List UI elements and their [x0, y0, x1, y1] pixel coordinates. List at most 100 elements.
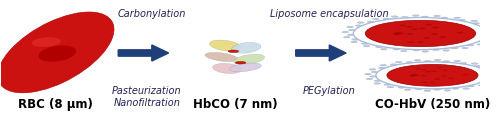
Ellipse shape: [234, 55, 264, 65]
Circle shape: [383, 19, 390, 20]
Circle shape: [362, 43, 368, 45]
Ellipse shape: [212, 64, 242, 74]
Circle shape: [492, 35, 499, 36]
Circle shape: [406, 62, 413, 63]
FancyArrow shape: [296, 46, 346, 62]
Circle shape: [412, 74, 417, 76]
Circle shape: [480, 82, 486, 84]
Circle shape: [473, 23, 480, 25]
Ellipse shape: [2, 16, 110, 90]
Circle shape: [346, 27, 354, 29]
Text: CO-HbV (250 nm): CO-HbV (250 nm): [375, 98, 490, 111]
Circle shape: [342, 32, 349, 34]
Circle shape: [356, 26, 362, 27]
Circle shape: [348, 30, 356, 32]
Circle shape: [443, 61, 450, 63]
Circle shape: [430, 82, 436, 83]
Circle shape: [421, 75, 426, 77]
Circle shape: [414, 75, 420, 76]
Circle shape: [426, 71, 431, 73]
Circle shape: [410, 75, 415, 76]
Circle shape: [384, 84, 390, 86]
Circle shape: [488, 40, 494, 41]
Circle shape: [390, 64, 397, 66]
Circle shape: [367, 22, 374, 23]
Circle shape: [491, 30, 498, 31]
Text: PEGylation: PEGylation: [303, 85, 356, 95]
Circle shape: [398, 33, 404, 35]
Circle shape: [492, 71, 499, 73]
Circle shape: [462, 48, 468, 49]
Circle shape: [404, 89, 411, 91]
Circle shape: [236, 62, 246, 64]
Ellipse shape: [32, 38, 61, 47]
Circle shape: [422, 82, 427, 83]
Circle shape: [422, 51, 428, 53]
Circle shape: [419, 29, 426, 30]
Circle shape: [408, 42, 414, 43]
FancyArrow shape: [118, 46, 168, 62]
Circle shape: [458, 20, 466, 22]
Circle shape: [374, 83, 380, 85]
Ellipse shape: [38, 46, 76, 62]
Circle shape: [406, 34, 413, 35]
Circle shape: [395, 32, 402, 34]
Circle shape: [406, 27, 412, 28]
Circle shape: [348, 35, 354, 36]
Circle shape: [420, 70, 426, 71]
Circle shape: [357, 23, 364, 24]
Ellipse shape: [230, 63, 262, 72]
Circle shape: [434, 60, 441, 61]
Circle shape: [484, 67, 491, 69]
Circle shape: [387, 65, 478, 86]
Circle shape: [486, 37, 492, 38]
Circle shape: [417, 42, 424, 43]
Circle shape: [402, 17, 408, 19]
Circle shape: [440, 37, 446, 39]
Circle shape: [454, 18, 460, 19]
Circle shape: [487, 78, 494, 80]
Text: HbCO (7 nm): HbCO (7 nm): [194, 98, 278, 111]
Circle shape: [463, 88, 469, 90]
Circle shape: [460, 63, 467, 64]
Circle shape: [487, 32, 494, 34]
Circle shape: [394, 34, 400, 36]
Circle shape: [372, 19, 379, 21]
Circle shape: [380, 49, 387, 51]
Text: Carbonylation: Carbonylation: [118, 9, 186, 19]
Circle shape: [393, 49, 400, 51]
Circle shape: [451, 48, 458, 49]
Circle shape: [442, 76, 446, 77]
Circle shape: [434, 16, 440, 18]
Circle shape: [350, 42, 358, 43]
Circle shape: [364, 74, 372, 75]
Text: Nanofiltration: Nanofiltration: [114, 97, 180, 107]
Circle shape: [422, 17, 428, 18]
Circle shape: [494, 76, 500, 78]
Circle shape: [414, 60, 421, 62]
Circle shape: [412, 16, 419, 17]
Ellipse shape: [0, 13, 114, 93]
Circle shape: [352, 39, 358, 41]
Circle shape: [424, 61, 431, 62]
Circle shape: [484, 25, 490, 27]
Circle shape: [376, 47, 382, 48]
Circle shape: [471, 21, 478, 23]
Circle shape: [479, 41, 486, 43]
Circle shape: [452, 88, 458, 89]
Circle shape: [471, 63, 478, 65]
Circle shape: [462, 74, 468, 76]
Circle shape: [468, 86, 474, 87]
Circle shape: [478, 85, 485, 86]
Circle shape: [366, 21, 476, 47]
Circle shape: [380, 65, 386, 66]
Circle shape: [456, 33, 464, 34]
Circle shape: [454, 61, 460, 62]
Circle shape: [364, 46, 370, 47]
Circle shape: [448, 78, 454, 79]
Circle shape: [392, 17, 398, 18]
Circle shape: [366, 78, 373, 80]
Ellipse shape: [232, 43, 261, 54]
Circle shape: [374, 80, 381, 82]
Circle shape: [474, 66, 481, 67]
